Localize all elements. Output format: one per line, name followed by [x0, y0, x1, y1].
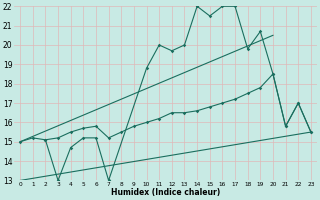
X-axis label: Humidex (Indice chaleur): Humidex (Indice chaleur) [111, 188, 220, 197]
